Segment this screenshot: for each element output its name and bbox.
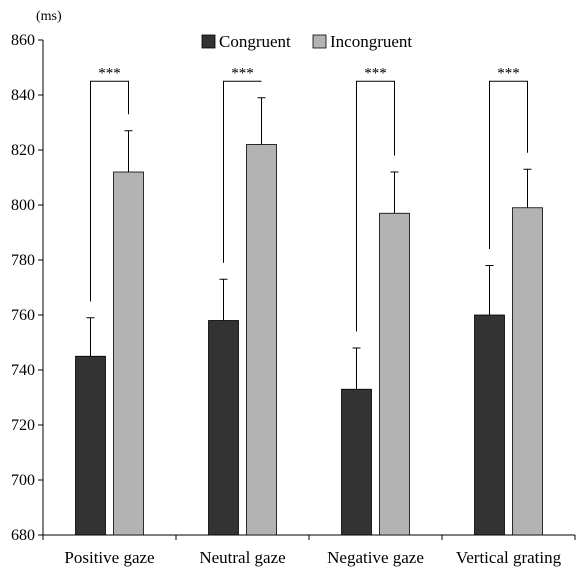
y-tick-label: 860 xyxy=(11,32,35,49)
significance-stars: *** xyxy=(497,65,520,81)
y-tick-label: 760 xyxy=(11,307,35,324)
y-unit-label: (ms) xyxy=(36,9,62,24)
legend-swatch-incongruent xyxy=(312,34,327,49)
significance-bracket xyxy=(90,80,129,302)
bar-incongruent xyxy=(379,212,410,536)
significance-stars: *** xyxy=(98,65,121,81)
bar-incongruent xyxy=(113,171,144,536)
bar-congruent xyxy=(474,314,505,536)
x-category-label: Negative gaze xyxy=(327,548,424,567)
x-category-label: Positive gaze xyxy=(64,548,154,567)
x-axis: Positive gaze Neutral gaze Negative gaze Ve… xyxy=(42,534,576,567)
significance-brackets: *** *** *** *** xyxy=(90,65,528,332)
bars xyxy=(75,144,543,536)
bar-congruent xyxy=(208,320,239,536)
y-tick-label: 780 xyxy=(11,252,35,269)
x-category-label: Neutral gaze xyxy=(199,548,285,567)
significance-stars: *** xyxy=(231,65,254,81)
significance-bracket xyxy=(356,80,395,332)
y-tick-label: 680 xyxy=(11,527,35,544)
bar-incongruent xyxy=(246,144,277,536)
significance-bracket xyxy=(223,80,262,263)
x-category-label: Vertical grating xyxy=(456,548,562,567)
legend-label-congruent: Congruent xyxy=(219,32,291,51)
bar-incongruent xyxy=(512,207,543,536)
y-axis: 680 700 720 740 760 780 800 820 840 860 xyxy=(11,32,44,544)
bar-congruent xyxy=(75,355,106,536)
legend: Congruent Incongruent xyxy=(201,32,412,51)
y-tick-label: 740 xyxy=(11,362,35,379)
significance-stars: *** xyxy=(364,65,387,81)
bar-congruent xyxy=(341,388,372,536)
y-tick-label: 700 xyxy=(11,472,35,489)
significance-bracket xyxy=(489,80,528,249)
y-tick-label: 800 xyxy=(11,197,35,214)
error-bars xyxy=(86,97,532,390)
legend-swatch-congruent xyxy=(201,34,216,49)
legend-label-incongruent: Incongruent xyxy=(330,32,412,51)
y-tick-label: 720 xyxy=(11,417,35,434)
y-tick-label: 820 xyxy=(11,142,35,159)
y-tick-label: 840 xyxy=(11,87,35,104)
